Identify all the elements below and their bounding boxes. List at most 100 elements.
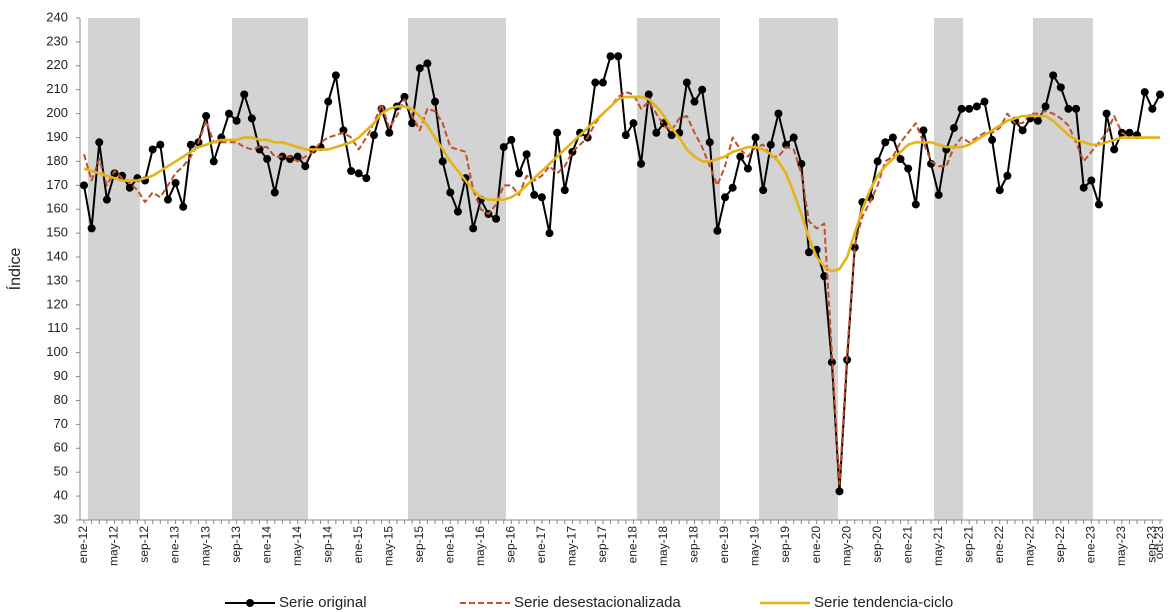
data-point: [980, 97, 989, 106]
data-point: [957, 104, 966, 113]
x-tick-label: sep-23: [1145, 526, 1159, 563]
data-point: [919, 126, 928, 135]
shaded-band: [759, 18, 838, 520]
data-point: [514, 169, 523, 178]
data-point: [240, 90, 249, 99]
data-point: [972, 102, 981, 111]
data-point: [209, 157, 218, 166]
x-tick-label: may-12: [107, 526, 121, 566]
legend-label: Serie desestacionalizada: [514, 594, 681, 611]
data-point: [629, 119, 638, 128]
shaded-band: [1033, 18, 1093, 520]
y-tick-label: 190: [46, 129, 68, 144]
x-tick-label: may-20: [839, 526, 853, 566]
data-point: [163, 195, 172, 204]
y-tick-label: 200: [46, 105, 68, 120]
data-point: [446, 188, 455, 197]
data-point: [202, 112, 211, 121]
data-point: [408, 119, 417, 128]
y-tick-label: 130: [46, 272, 68, 287]
data-point: [1003, 171, 1012, 180]
data-point: [911, 200, 920, 209]
data-point: [148, 145, 157, 154]
y-tick-label: 100: [46, 344, 68, 359]
x-tick-label: sep-18: [687, 526, 701, 563]
data-point: [1018, 126, 1027, 135]
data-point: [499, 143, 508, 152]
data-point: [1125, 128, 1134, 137]
data-point: [270, 188, 279, 197]
x-tick-label: may-14: [290, 526, 304, 566]
data-point: [934, 190, 943, 199]
data-point: [751, 133, 760, 142]
x-tick-label: sep-16: [504, 526, 518, 563]
data-point: [400, 92, 409, 101]
data-point: [1094, 200, 1103, 209]
data-point: [118, 171, 127, 180]
data-point: [102, 195, 111, 204]
data-point: [247, 114, 256, 123]
data-point: [1087, 176, 1096, 185]
x-tick-label: ene-20: [809, 526, 823, 564]
x-tick-label: may-23: [1114, 526, 1128, 566]
data-point: [705, 138, 714, 147]
data-point: [896, 155, 905, 164]
x-tick-label: sep-19: [778, 526, 792, 563]
shaded-band: [232, 18, 308, 520]
x-tick-label: may-18: [656, 526, 670, 566]
data-point: [1033, 116, 1042, 125]
data-point: [492, 214, 501, 223]
y-tick-label: 150: [46, 225, 68, 240]
x-tick-label: may-16: [473, 526, 487, 566]
data-point: [186, 140, 195, 149]
data-point: [721, 193, 730, 202]
data-point: [469, 224, 478, 233]
y-axis-title: Índice: [5, 248, 24, 291]
data-point: [263, 155, 272, 164]
data-point: [171, 178, 180, 187]
data-point: [637, 159, 646, 168]
data-point: [1110, 145, 1119, 154]
data-point: [301, 162, 310, 171]
y-tick-label: 110: [47, 320, 68, 335]
data-point: [362, 174, 371, 183]
data-point: [545, 229, 554, 238]
y-tick-label: 210: [46, 81, 68, 96]
data-point: [789, 133, 798, 142]
x-tick-label: may-22: [1022, 526, 1036, 566]
legend-marker: [246, 599, 254, 607]
x-tick-label: ene-13: [168, 526, 182, 564]
y-tick-label: 180: [46, 153, 68, 168]
x-tick-label: ene-12: [76, 526, 90, 564]
x-tick-label: ene-16: [442, 526, 456, 564]
data-point: [988, 135, 997, 144]
x-tick-label: may-21: [931, 526, 945, 566]
legend-label: Serie original: [279, 594, 367, 611]
data-point: [232, 116, 241, 125]
y-tick-label: 140: [46, 248, 68, 263]
data-point: [415, 64, 424, 73]
y-tick-label: 120: [46, 296, 68, 311]
data-point: [621, 131, 630, 140]
data-point: [560, 186, 569, 195]
data-point: [774, 109, 783, 118]
y-tick-label: 90: [54, 368, 68, 383]
x-tick-label: ene-18: [626, 526, 640, 564]
data-point: [1156, 90, 1164, 99]
data-point: [904, 164, 913, 173]
x-tick-label: may-15: [381, 526, 395, 566]
data-point: [369, 131, 378, 140]
y-tick-label: 70: [54, 416, 68, 431]
data-point: [652, 128, 661, 137]
data-point: [331, 71, 340, 80]
data-point: [873, 157, 882, 166]
data-point: [881, 138, 890, 147]
legend-label: Serie tendencia-ciclo: [814, 594, 953, 611]
data-point: [87, 224, 96, 233]
data-point: [453, 207, 462, 216]
x-tick-label: ene-22: [992, 526, 1006, 564]
y-tick-label: 240: [46, 9, 68, 24]
x-tick-label: sep-15: [412, 526, 426, 563]
x-tick-label: sep-12: [137, 526, 151, 563]
x-tick-label: ene-19: [717, 526, 731, 564]
